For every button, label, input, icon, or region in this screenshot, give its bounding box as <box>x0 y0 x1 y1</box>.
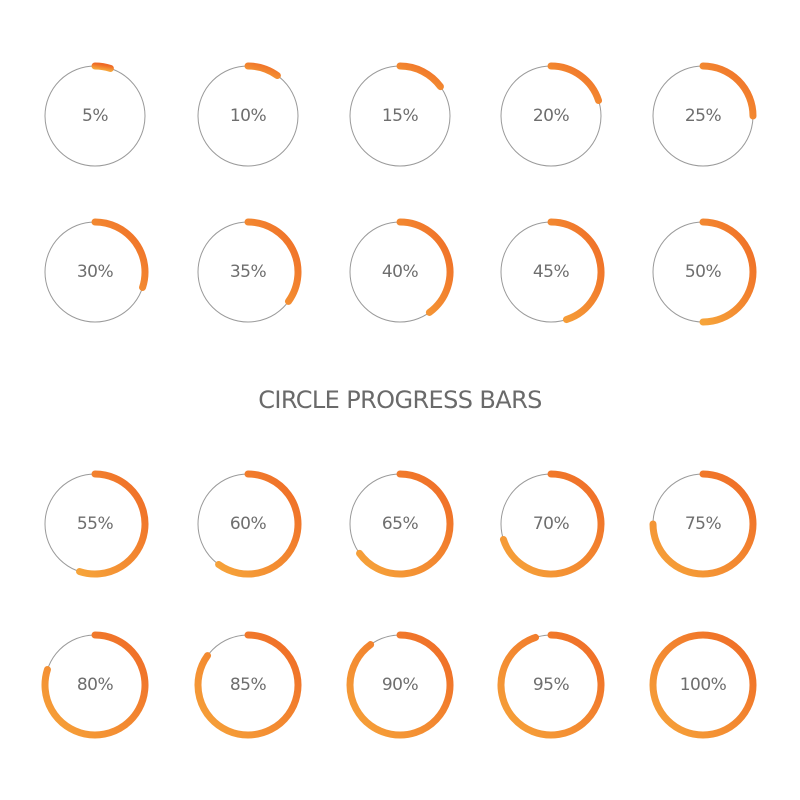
progress-label: 65% <box>382 514 419 534</box>
progress-arc <box>91 218 149 291</box>
progress-arc <box>215 470 302 578</box>
progress-circle: 70% <box>499 470 605 578</box>
progress-circle: 50% <box>652 218 757 326</box>
page-title: CIRCLE PROGRESS BARS <box>258 386 542 414</box>
progress-arc <box>244 62 281 80</box>
progress-arc <box>356 470 454 578</box>
progress-circle: 15% <box>349 62 451 167</box>
progress-arc <box>649 470 757 578</box>
progress-arc <box>499 470 605 578</box>
progress-label: 35% <box>230 262 267 282</box>
progress-circle: 75% <box>649 470 757 578</box>
progress-grid: 5% 10% 15% 20% 25% 30% 35% 40% 45% 50% 55% 60% 65% 70… <box>41 62 757 739</box>
progress-arc <box>497 631 605 739</box>
progress-circle: 80% <box>41 631 149 739</box>
progress-circle: 30% <box>44 218 149 323</box>
progress-arc <box>76 470 149 578</box>
progress-arc <box>699 62 757 120</box>
progress-arc <box>194 631 302 739</box>
progress-circle: 60% <box>197 470 302 578</box>
progress-label: 100% <box>680 675 727 695</box>
progress-label: 85% <box>230 675 267 695</box>
progress-arc <box>91 62 114 72</box>
progress-label: 95% <box>533 675 570 695</box>
progress-label: 55% <box>77 514 114 534</box>
progress-circle: 20% <box>500 62 603 167</box>
progress-arc <box>547 62 603 105</box>
progress-label: 25% <box>685 106 722 126</box>
progress-label: 70% <box>533 514 570 534</box>
progress-arc <box>396 218 454 316</box>
progress-circle: 10% <box>197 62 299 167</box>
progress-label: 20% <box>533 106 570 126</box>
progress-arc <box>396 62 444 91</box>
progress-label: 60% <box>230 514 267 534</box>
progress-label: 30% <box>77 262 114 282</box>
progress-label: 45% <box>533 262 570 282</box>
progress-label: 40% <box>382 262 419 282</box>
progress-arc <box>346 631 454 739</box>
progress-label: 5% <box>82 106 108 126</box>
progress-circle: 40% <box>349 218 454 323</box>
progress-circle: 95% <box>497 631 605 739</box>
progress-arc <box>649 631 757 739</box>
progress-label: 80% <box>77 675 114 695</box>
progress-label: 75% <box>685 514 722 534</box>
progress-arc <box>41 631 149 739</box>
progress-circle: 65% <box>349 470 454 578</box>
progress-arc <box>699 218 757 326</box>
progress-circle: 25% <box>652 62 757 167</box>
progress-arc <box>547 218 605 324</box>
progress-circle: 85% <box>194 631 302 739</box>
progress-circle: 35% <box>197 218 302 323</box>
progress-arc <box>244 218 302 305</box>
progress-circle: 5% <box>44 62 146 167</box>
progress-label: 15% <box>382 106 419 126</box>
progress-circle: 90% <box>346 631 454 739</box>
progress-label: 50% <box>685 262 722 282</box>
progress-label: 10% <box>230 106 267 126</box>
progress-label: 90% <box>382 675 419 695</box>
progress-circle: 55% <box>44 470 149 578</box>
progress-circle: 45% <box>500 218 605 324</box>
progress-circle: 100% <box>649 631 757 739</box>
